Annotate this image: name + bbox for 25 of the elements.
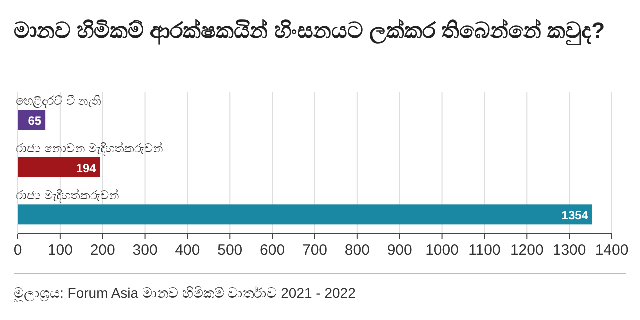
x-tick-label: 700: [302, 242, 328, 259]
x-tick-label: 900: [387, 242, 412, 259]
x-tick-label: 200: [90, 242, 116, 259]
x-tick-label: 400: [175, 242, 200, 259]
x-tick-label: 100: [48, 242, 73, 259]
y-tick-label: හෙළිදරව් වී නැති: [16, 94, 102, 109]
x-tick-label: 1400: [595, 242, 629, 259]
x-tick-label: 600: [260, 242, 286, 259]
x-tick-label: 800: [344, 242, 370, 259]
chart-title: මානව හිමිකම් ආරක්ෂකයින් හිංසනයට ලක්කර තිබෙන්නේ කවුද?: [14, 18, 606, 46]
data-label: 194: [76, 161, 97, 176]
bar: [18, 204, 592, 225]
data-label: 1354: [562, 208, 589, 223]
x-tick-label: 300: [132, 242, 158, 259]
text: මූලාශ්‍රය: Forum Asia මානව හිමිකම් වාර්තාව 2021 - 2022: [14, 285, 356, 303]
x-tick-label: 500: [218, 242, 243, 259]
data-label: 65: [28, 114, 42, 128]
x-tick-label: 1000: [426, 242, 459, 259]
y-tick-label: රාජ්‍ය නොවන මැදිහත්කරුවන්: [16, 141, 164, 156]
y-tick-label: රාජ්‍ය මැදිහත්කරුවන්: [16, 188, 120, 203]
bar: [18, 157, 100, 178]
x-tick-label: 0: [14, 242, 22, 259]
x-tick-label: 1300: [552, 242, 586, 259]
x-tick-label: 1100: [468, 242, 501, 259]
x-tick-label: 1200: [510, 242, 544, 259]
